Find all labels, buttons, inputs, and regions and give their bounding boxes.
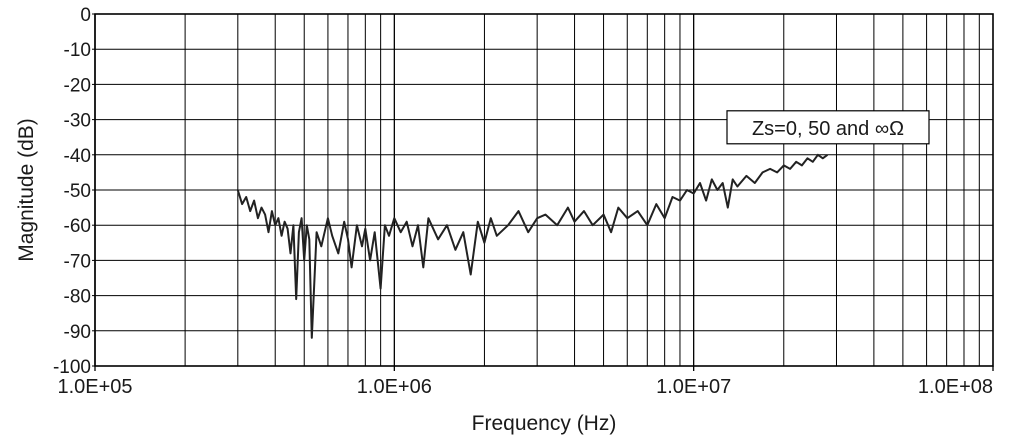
y-tick-label: -80 [64, 287, 91, 308]
y-tick-label: -10 [64, 40, 91, 61]
annotation-text: Zs=0, 50 and ∞Ω [752, 118, 904, 140]
x-tick-label: 1.0E+06 [357, 376, 432, 398]
y-tick-label: -100 [53, 357, 91, 378]
y-tick-label: -20 [64, 75, 91, 96]
x-axis-label: Frequency (Hz) [472, 412, 617, 435]
y-tick-label: -50 [64, 181, 91, 202]
y-tick-label: -90 [64, 322, 91, 343]
y-tick-labels: 0 -10 -20 -30 -40 -50 -60 -70 -80 -90 -100 [53, 5, 95, 378]
y-tick-label: -60 [64, 216, 91, 237]
y-tick-label: 0 [80, 5, 91, 26]
x-tick-labels: 1.0E+05 1.0E+06 1.0E+07 1.0E+08 [57, 366, 994, 398]
annotation-box [726, 110, 930, 145]
series-line [236, 153, 829, 339]
x-tick-label: 1.0E+08 [918, 376, 993, 398]
y-tick-label: -30 [64, 111, 91, 132]
y-tick-label: -40 [64, 146, 91, 167]
y-axis-label: Magnitude (dB) [15, 118, 38, 262]
grid [94, 13, 993, 367]
x-tick-label: 1.0E+05 [57, 376, 132, 398]
x-tick-label: 1.0E+07 [656, 376, 731, 398]
y-tick-label: -70 [64, 251, 91, 272]
